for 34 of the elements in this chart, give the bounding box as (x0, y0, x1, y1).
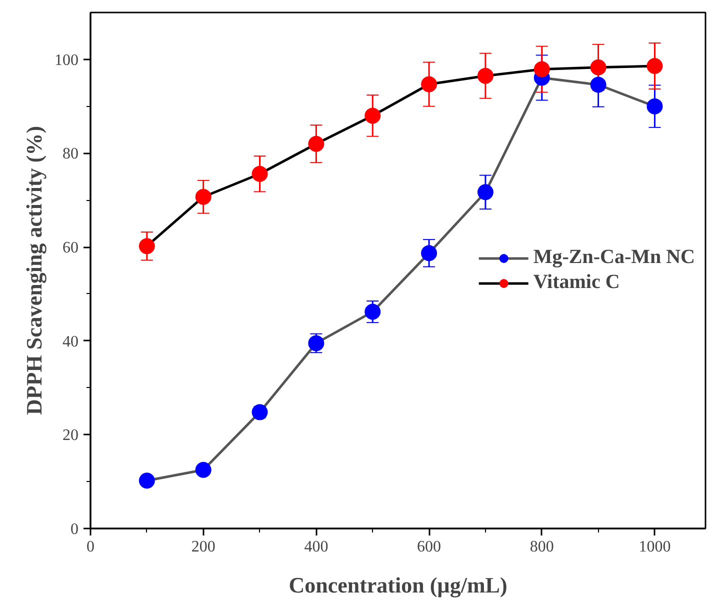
x-tick-label: 400 (304, 538, 328, 556)
y-tick-label: 100 (54, 52, 78, 69)
x-tick-label: 1000 (638, 538, 671, 556)
x-tick-label: 600 (417, 538, 442, 556)
point (195, 462, 212, 478)
point (252, 404, 268, 420)
point (364, 304, 381, 320)
legend-label: Mg-Zn-Ca-Mn NC (533, 246, 695, 269)
point (590, 59, 606, 76)
point (421, 245, 438, 262)
y-tick-label: 80 (62, 146, 78, 163)
point (308, 136, 324, 152)
point (534, 61, 550, 78)
point (252, 166, 268, 182)
y-tick-label: 20 (62, 427, 78, 444)
legend-label: Vitamic C (533, 271, 620, 294)
x-tick-label: 800 (530, 538, 554, 556)
point (590, 76, 606, 93)
point (646, 98, 663, 114)
point (364, 108, 381, 124)
point (477, 68, 494, 84)
x-axis-title: Concentration (µg/mL) (288, 572, 508, 598)
y-tick-label: 0 (70, 521, 78, 538)
y-tick-label: 60 (62, 240, 78, 257)
x-tick-label: 200 (191, 538, 216, 556)
point (138, 238, 155, 254)
x-tick-label: 0 (86, 538, 94, 556)
point (646, 58, 663, 74)
point (477, 184, 494, 200)
y-tick-label: 40 (62, 333, 78, 350)
point (421, 76, 438, 92)
point (138, 472, 155, 489)
point (195, 188, 212, 205)
y-axis-title: DPPH Scavenging activity (%) (22, 126, 46, 416)
